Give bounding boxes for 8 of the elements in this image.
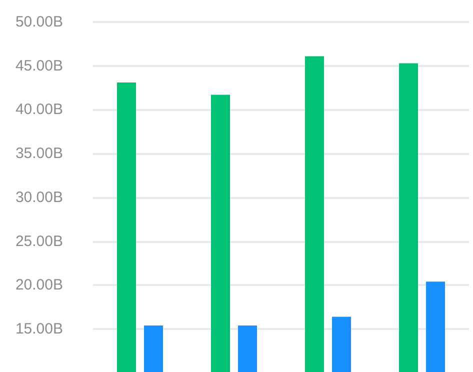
y-tick-label: 15.00B — [15, 320, 63, 338]
y-tick-label: 45.00B — [15, 57, 63, 74]
y-tick-label: 20.00B — [15, 276, 63, 294]
y-tick-label: 35.00B — [15, 145, 63, 162]
y-tick-label: 50.00B — [15, 14, 63, 30]
y-tick-label: 25.00B — [15, 232, 63, 250]
y-tick-label: 30.00B — [15, 188, 63, 206]
y-tick-label: 40.00B — [15, 101, 63, 118]
